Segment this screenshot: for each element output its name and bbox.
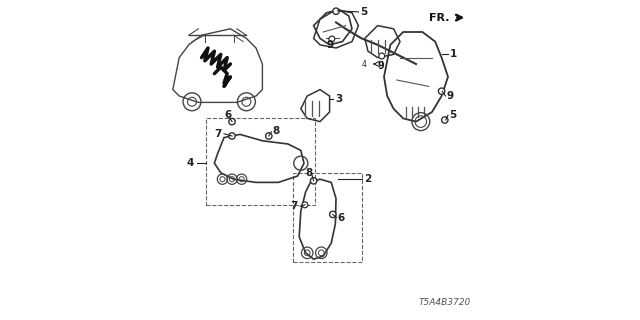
Text: 5: 5 — [450, 110, 457, 120]
Circle shape — [230, 134, 234, 138]
Circle shape — [379, 53, 385, 59]
Text: 9: 9 — [326, 40, 333, 51]
Text: 8: 8 — [272, 126, 279, 136]
Text: 9: 9 — [447, 91, 454, 101]
Circle shape — [330, 211, 336, 218]
Circle shape — [438, 88, 445, 94]
Text: 1: 1 — [450, 49, 457, 60]
Circle shape — [303, 203, 307, 206]
Circle shape — [443, 118, 447, 122]
Text: 5: 5 — [360, 7, 367, 17]
Circle shape — [329, 36, 335, 42]
Text: 6: 6 — [224, 110, 231, 120]
Text: FR.: FR. — [429, 12, 450, 23]
Text: T5A4B3720: T5A4B3720 — [418, 298, 470, 307]
Text: 8: 8 — [306, 168, 313, 178]
Bar — [292, 173, 362, 262]
Text: 7: 7 — [290, 201, 298, 212]
Text: 6: 6 — [338, 212, 345, 223]
Circle shape — [302, 202, 308, 208]
Circle shape — [266, 133, 272, 139]
Circle shape — [310, 178, 317, 184]
Circle shape — [229, 133, 236, 139]
Circle shape — [442, 117, 448, 123]
Circle shape — [267, 134, 271, 138]
Text: 9: 9 — [378, 60, 384, 71]
Circle shape — [440, 90, 444, 93]
Text: 3: 3 — [335, 94, 342, 104]
Circle shape — [380, 54, 383, 58]
Circle shape — [330, 37, 333, 41]
Circle shape — [333, 8, 339, 14]
Circle shape — [312, 179, 316, 182]
Text: 4: 4 — [362, 60, 366, 68]
Text: 2: 2 — [364, 174, 371, 184]
Circle shape — [331, 213, 335, 216]
Circle shape — [334, 10, 338, 13]
Bar — [206, 118, 315, 205]
Text: 7: 7 — [214, 129, 222, 139]
Circle shape — [229, 118, 236, 125]
Text: 4: 4 — [187, 158, 194, 168]
Circle shape — [230, 120, 234, 123]
